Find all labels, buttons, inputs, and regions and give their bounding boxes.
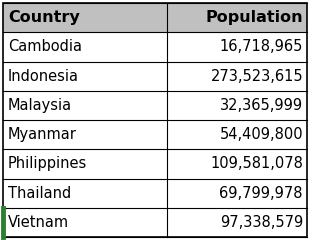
Text: 97,338,579: 97,338,579 bbox=[220, 215, 303, 230]
Text: 69,799,978: 69,799,978 bbox=[219, 186, 303, 201]
Bar bbox=[3, 179, 307, 208]
Text: 32,365,999: 32,365,999 bbox=[220, 98, 303, 113]
Text: Cambodia: Cambodia bbox=[8, 39, 82, 54]
Bar bbox=[3, 91, 307, 120]
Text: Population: Population bbox=[205, 10, 303, 25]
Text: Vietnam: Vietnam bbox=[8, 215, 69, 230]
Text: 273,523,615: 273,523,615 bbox=[210, 69, 303, 84]
Text: Country: Country bbox=[8, 10, 80, 25]
Bar bbox=[3, 120, 307, 149]
Text: Malaysia: Malaysia bbox=[8, 98, 72, 113]
Bar bbox=[3, 61, 307, 91]
Text: 16,718,965: 16,718,965 bbox=[219, 39, 303, 54]
Text: 109,581,078: 109,581,078 bbox=[210, 156, 303, 171]
Bar bbox=[3, 208, 307, 237]
Text: 54,409,800: 54,409,800 bbox=[219, 127, 303, 142]
Bar bbox=[3, 3, 307, 32]
Text: Philippines: Philippines bbox=[8, 156, 87, 171]
Bar bbox=[3, 149, 307, 179]
Text: Thailand: Thailand bbox=[8, 186, 71, 201]
Bar bbox=[3, 32, 307, 61]
Text: Indonesia: Indonesia bbox=[8, 69, 79, 84]
Text: Myanmar: Myanmar bbox=[8, 127, 77, 142]
